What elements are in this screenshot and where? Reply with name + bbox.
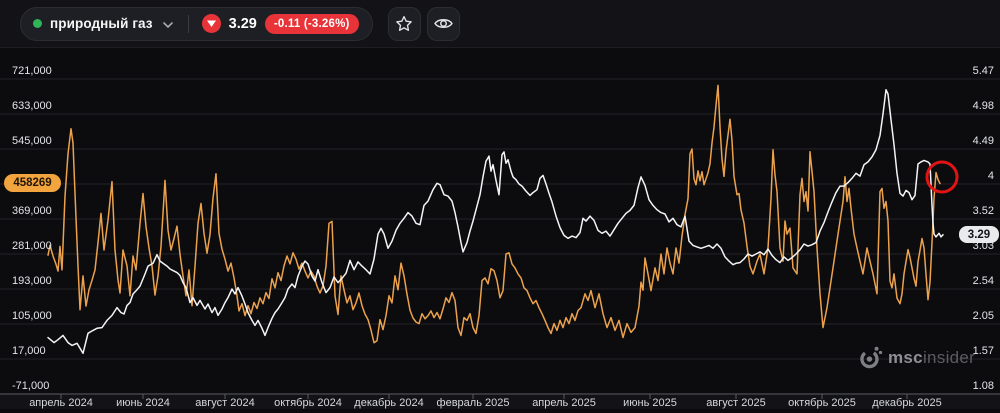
x-axis-label: август 2024 xyxy=(195,397,255,409)
x-axis-label: декабрь 2024 xyxy=(354,397,424,409)
y-axis-label-right: 3.52 xyxy=(972,205,994,217)
gridlines xyxy=(0,78,1000,395)
y-axis-label-left: 369,000 xyxy=(12,205,52,217)
price-series-line xyxy=(47,88,944,355)
divider xyxy=(187,14,189,33)
volume-value-badge: 458269 xyxy=(4,174,61,193)
price-change-badge: -0.11 (-3.26%) xyxy=(264,13,359,34)
market-status-dot xyxy=(33,19,42,28)
y-axis-label-left: 17,000 xyxy=(12,345,46,357)
price-value-badge: 3.29 xyxy=(959,226,999,244)
x-axis-ticks xyxy=(60,394,908,399)
y-axis-label-right: 2.54 xyxy=(972,275,994,287)
y-axis-label-right: 1.57 xyxy=(972,345,994,357)
y-axis-label-right: 4.98 xyxy=(972,100,994,112)
footer-strip xyxy=(0,409,1000,413)
volume-series-line xyxy=(47,84,941,344)
last-price: 3.29 xyxy=(228,15,257,32)
y-axis-label-right: 1.08 xyxy=(972,380,994,392)
x-axis-label: февраль 2025 xyxy=(436,397,510,409)
chevron-down-icon xyxy=(162,21,173,28)
y-axis-label-right: 4.49 xyxy=(972,135,994,147)
y-axis-label-left: 281,000 xyxy=(12,240,52,252)
x-axis-label: декабрь 2025 xyxy=(872,397,942,409)
y-axis-label-left: 721,000 xyxy=(12,65,52,77)
x-axis-label: октябрь 2024 xyxy=(274,397,342,409)
x-axis-label: август 2025 xyxy=(706,397,766,409)
brand-name: mscinsider xyxy=(888,347,976,367)
y-axis-label-left: 105,000 xyxy=(12,310,52,322)
y-axis-label-left: -71,000 xyxy=(12,380,50,392)
y-axis-label-left: 633,000 xyxy=(12,100,52,112)
plot-background xyxy=(0,47,1000,395)
price-direction-down-icon xyxy=(201,14,221,33)
x-axis-label: апрель 2024 xyxy=(29,397,93,409)
y-axis-label-right: 5.47 xyxy=(972,65,994,77)
symbol-name: природный газ xyxy=(50,16,153,31)
star-icon xyxy=(396,15,412,31)
brand-logo-icon xyxy=(858,345,883,370)
y-axis-label-left: 545,000 xyxy=(12,135,52,147)
eye-icon xyxy=(433,18,453,29)
x-axis-label: апрель 2025 xyxy=(532,397,596,409)
favorite-button[interactable] xyxy=(387,6,421,41)
y-axis-label-left: 193,000 xyxy=(12,275,52,287)
y-axis-label-right: 2.05 xyxy=(972,310,994,322)
annotation-circle xyxy=(925,160,959,194)
watermark: mscinsider xyxy=(858,345,975,370)
header-bar: природный газ 3.29 -0.11 (-3.26%) xyxy=(0,0,1000,47)
y-axis-label-right: 4 xyxy=(987,170,994,182)
x-axis-label: июнь 2024 xyxy=(116,397,170,409)
visibility-button[interactable] xyxy=(426,6,460,41)
symbol-selector[interactable]: природный газ 3.29 -0.11 (-3.26%) xyxy=(20,6,373,41)
x-axis-label: июнь 2025 xyxy=(623,397,677,409)
x-axis-label: октябрь 2025 xyxy=(788,397,856,409)
